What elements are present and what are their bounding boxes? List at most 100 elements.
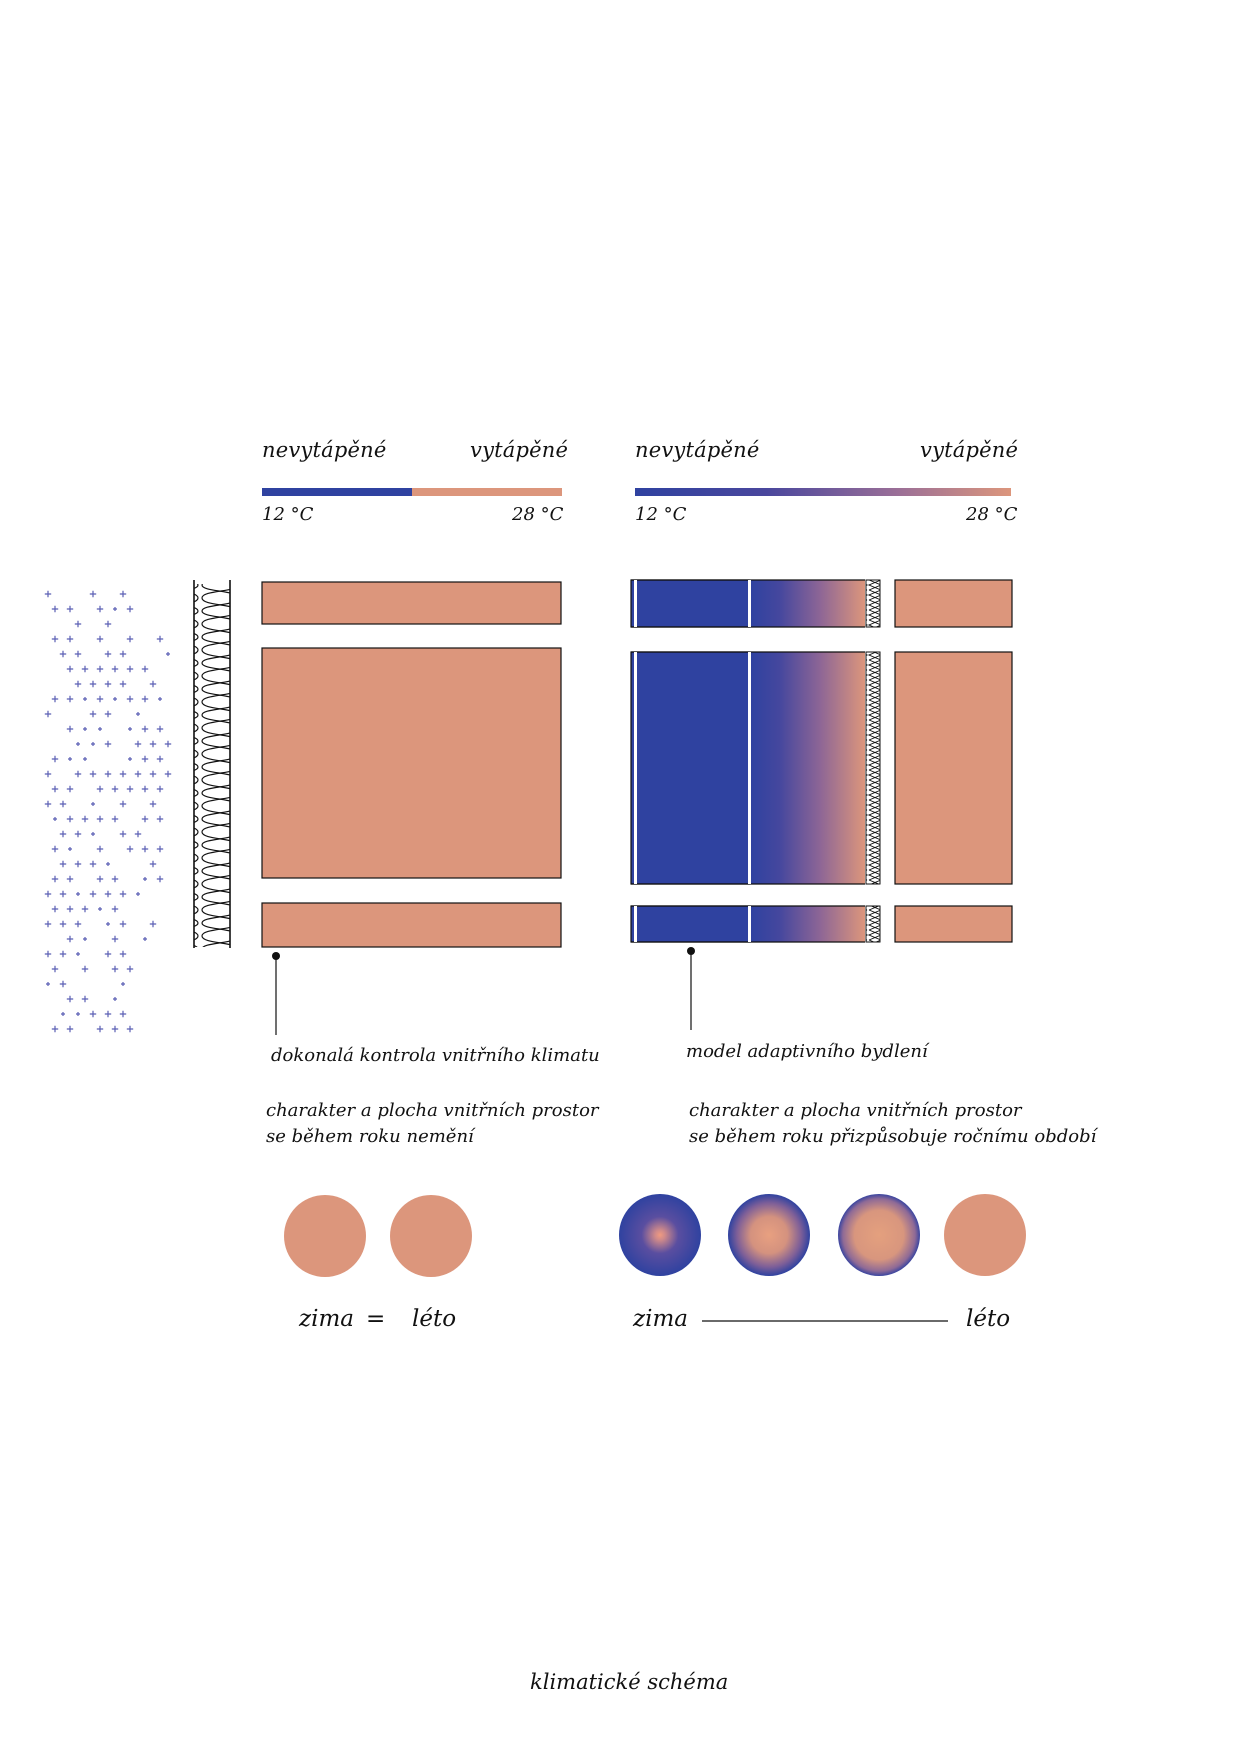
- plus-mark: [66, 995, 74, 1003]
- plus-mark: [134, 830, 142, 838]
- plus-mark: [59, 860, 67, 868]
- plus-mark: [119, 650, 127, 658]
- plus-mark: [74, 860, 82, 868]
- plus-mark: [128, 727, 132, 731]
- plus-mark: [89, 1010, 97, 1018]
- plus-mark: [96, 845, 104, 853]
- plus-mark: [164, 740, 172, 748]
- plus-mark: [111, 1025, 119, 1033]
- plus-mark: [81, 995, 89, 1003]
- right-sphere-autumn: [728, 1194, 810, 1276]
- plus-mark: [51, 875, 59, 883]
- plus-mark: [156, 815, 164, 823]
- right-description-line2: se během roku přizpůsobuje ročnímu obdob…: [689, 1126, 1097, 1147]
- plus-mark: [104, 740, 112, 748]
- plus-mark: [96, 875, 104, 883]
- plus-mark: [104, 650, 112, 658]
- plus-mark: [66, 695, 74, 703]
- outdoor-plus-pattern: [44, 590, 172, 1033]
- plus-mark: [106, 922, 110, 926]
- plus-mark: [119, 920, 127, 928]
- plus-mark: [96, 1025, 104, 1033]
- plus-mark: [59, 830, 67, 838]
- plus-mark: [66, 815, 74, 823]
- plus-mark: [81, 665, 89, 673]
- plus-mark: [164, 770, 172, 778]
- plus-mark: [149, 740, 157, 748]
- plus-mark: [53, 817, 57, 821]
- plus-mark: [44, 890, 52, 898]
- plus-mark: [126, 665, 134, 673]
- plus-mark: [119, 890, 127, 898]
- plus-mark: [96, 695, 104, 703]
- right-callout-line: [687, 947, 695, 1030]
- plus-mark: [156, 725, 164, 733]
- insulated-wall: [193, 580, 231, 948]
- plus-mark: [89, 770, 97, 778]
- plus-mark: [166, 652, 170, 656]
- plus-mark: [83, 757, 87, 761]
- plus-mark: [51, 1025, 59, 1033]
- left-callout-line: [272, 952, 280, 1035]
- plus-mark: [119, 800, 127, 808]
- left-description-line1: charakter a plocha vnitřních prostor: [266, 1100, 599, 1121]
- plus-mark: [83, 937, 87, 941]
- right-season-summer: léto: [966, 1306, 1011, 1332]
- plus-mark: [74, 830, 82, 838]
- left-sphere-winter: [284, 1195, 366, 1277]
- plus-mark: [74, 770, 82, 778]
- plus-mark: [111, 965, 119, 973]
- plus-mark: [66, 725, 74, 733]
- plus-mark: [66, 905, 74, 913]
- plus-mark: [59, 950, 67, 958]
- plus-mark: [83, 727, 87, 731]
- plus-mark: [66, 875, 74, 883]
- plus-mark: [106, 862, 110, 866]
- plus-mark: [111, 905, 119, 913]
- plus-mark: [89, 890, 97, 898]
- plus-mark: [128, 757, 132, 761]
- right-temperature-bar: [635, 488, 1011, 496]
- plus-mark: [136, 892, 140, 896]
- plus-mark: [126, 695, 134, 703]
- plus-mark: [76, 892, 80, 896]
- plus-mark: [96, 785, 104, 793]
- plus-mark: [51, 785, 59, 793]
- left-sphere-summer: [390, 1195, 472, 1277]
- right-label-heated: vytápěné: [920, 438, 1019, 462]
- left-section: [261, 575, 575, 955]
- plus-mark: [98, 907, 102, 911]
- plus-mark: [76, 742, 80, 746]
- plus-mark: [104, 770, 112, 778]
- plus-mark: [59, 920, 67, 928]
- plus-mark: [119, 590, 127, 598]
- plus-mark: [149, 680, 157, 688]
- right-temp-low: 12 °C: [635, 504, 687, 525]
- plus-mark: [111, 875, 119, 883]
- plus-mark: [98, 727, 102, 731]
- figure-caption: klimatické schéma: [530, 1670, 729, 1694]
- left-callout-text: dokonalá kontrola vnitřního klimatu: [271, 1045, 600, 1066]
- plus-mark: [149, 800, 157, 808]
- plus-mark: [104, 950, 112, 958]
- right-sphere-winter: [619, 1194, 701, 1276]
- plus-mark: [126, 1025, 134, 1033]
- plus-mark: [44, 710, 52, 718]
- plus-mark: [44, 770, 52, 778]
- plus-mark: [111, 665, 119, 673]
- plus-mark: [119, 950, 127, 958]
- plus-mark: [89, 710, 97, 718]
- plus-mark: [121, 982, 125, 986]
- right-temp-high: 28 °C: [966, 504, 1018, 525]
- plus-mark: [59, 980, 67, 988]
- plus-mark: [136, 712, 140, 716]
- plus-mark: [113, 607, 117, 611]
- right-season-winter: zima: [633, 1306, 688, 1332]
- plus-mark: [81, 815, 89, 823]
- right-sphere-summer: [944, 1194, 1026, 1276]
- plus-mark: [91, 742, 95, 746]
- left-season-summer: léto: [412, 1306, 457, 1332]
- plus-mark: [68, 757, 72, 761]
- plus-mark: [156, 875, 164, 883]
